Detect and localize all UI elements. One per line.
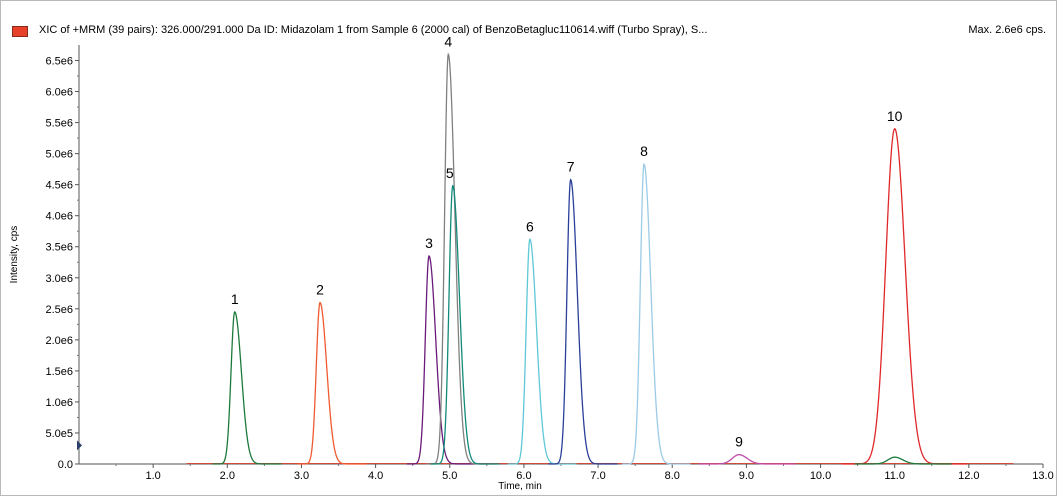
peak-label-10: 10 bbox=[887, 108, 903, 124]
y-tick-label: 4.5e6 bbox=[45, 180, 73, 192]
peak-label-2: 2 bbox=[316, 282, 324, 298]
trace-peak-4 bbox=[426, 52, 495, 465]
y-tick-label: 1.0e6 bbox=[45, 397, 73, 409]
peak-label-9: 9 bbox=[735, 434, 743, 450]
axis-marker-icon bbox=[77, 440, 82, 451]
x-tick-label: 6.0 bbox=[516, 470, 531, 482]
peak-label-8: 8 bbox=[640, 143, 648, 159]
peak-label-3: 3 bbox=[425, 235, 433, 251]
y-tick-label: 2.5e6 bbox=[45, 304, 73, 316]
x-tick-label: 12.0 bbox=[958, 470, 979, 482]
x-tick-label: 4.0 bbox=[368, 470, 383, 482]
max-intensity-label: Max. 2.6e6 cps. bbox=[968, 24, 1046, 36]
trace-peak-2 bbox=[297, 301, 367, 465]
y-tick-label: 6.0e6 bbox=[45, 87, 73, 99]
x-tick-label: 9.0 bbox=[739, 470, 754, 482]
peak-labels-group: 1 2 3 4 5 6 7 8 9 10 bbox=[231, 33, 903, 449]
peak-label-5: 5 bbox=[446, 165, 454, 181]
trace-peak-10 bbox=[841, 128, 967, 465]
x-tick-label: 13.0 bbox=[1032, 470, 1053, 482]
y-tick-label: 2.0e6 bbox=[45, 335, 73, 347]
y-tick-label: 3.0e6 bbox=[45, 273, 73, 285]
y-tick-label: 0.0 bbox=[58, 459, 73, 471]
trace-peak-7 bbox=[548, 178, 618, 465]
trace-peak-8 bbox=[621, 162, 691, 465]
y-tick-label: 5.5e6 bbox=[45, 118, 73, 130]
chart-header-title: XIC of +MRM (39 pairs): 326.000/291.000 … bbox=[39, 24, 708, 36]
y-tick-label: 4.0e6 bbox=[45, 211, 73, 223]
trace-peak-6 bbox=[507, 238, 577, 465]
x-tick-label: 5.0 bbox=[442, 470, 457, 482]
trace-peak-3 bbox=[406, 254, 476, 465]
x-tick-label: 7.0 bbox=[590, 470, 605, 482]
legend-swatch bbox=[12, 26, 28, 37]
x-tick-label: 1.0 bbox=[146, 470, 161, 482]
x-tick-label: 11.0 bbox=[884, 470, 905, 482]
x-tick-label: 10.0 bbox=[810, 470, 831, 482]
traces-group bbox=[186, 52, 1014, 465]
y-tick-label: 5.0e5 bbox=[45, 428, 73, 440]
x-axis-label: Time, min bbox=[498, 481, 542, 492]
peak-label-7: 7 bbox=[567, 159, 575, 175]
x-tick-label: 3.0 bbox=[294, 470, 309, 482]
y-axis-label: Intensity, cps bbox=[9, 226, 20, 284]
peak-label-1: 1 bbox=[231, 291, 239, 307]
y-tick-label: 3.5e6 bbox=[45, 242, 73, 254]
peak-label-6: 6 bbox=[526, 218, 534, 234]
x-tick-label: 2.0 bbox=[220, 470, 235, 482]
x-tick-label: 8.0 bbox=[665, 470, 680, 482]
trace-peak-9 bbox=[698, 454, 796, 465]
trace-peak-5 bbox=[430, 184, 500, 465]
trace-peak-1 bbox=[212, 310, 282, 465]
trace-peak-minor bbox=[854, 456, 952, 465]
y-tick-label: 1.5e6 bbox=[45, 366, 73, 378]
peak-label-4: 4 bbox=[444, 33, 452, 49]
y-tick-label: 6.5e6 bbox=[45, 56, 73, 68]
y-tick-label: 5.0e6 bbox=[45, 149, 73, 161]
